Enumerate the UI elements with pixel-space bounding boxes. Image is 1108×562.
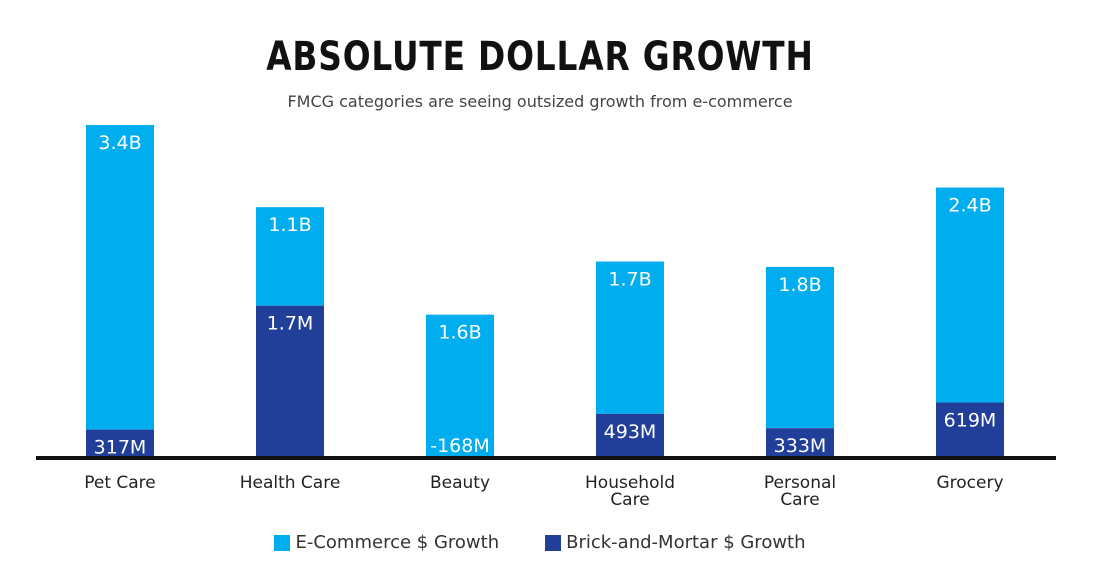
data-label-ecommerce-3: 1.7B	[608, 269, 651, 291]
data-label-brick-3: 493M	[604, 421, 657, 443]
legend-swatch-brick	[545, 534, 562, 551]
bar-brick-1	[256, 305, 324, 458]
bar-ecommerce-0	[86, 125, 154, 430]
x-tick-label-5-0: Grocery	[936, 473, 1003, 493]
x-tick-label-0-0: Pet Care	[84, 473, 156, 493]
bar-brick-4	[766, 428, 834, 458]
data-label-brick-2: -168M	[430, 435, 490, 457]
data-label-brick-4: 333M	[774, 435, 827, 457]
chart-legend: E-Commerce $ Growth Brick-and-Mortar $ G…	[0, 532, 1080, 553]
data-label-ecommerce-1: 1.1B	[268, 214, 311, 236]
bar-brick-5	[936, 402, 1004, 458]
bar-brick-3	[596, 413, 664, 458]
bar-ecommerce-3	[596, 261, 664, 414]
bar-ecommerce-1	[256, 207, 324, 306]
x-tick-label-2-0: Beauty	[430, 473, 490, 493]
x-tick-label-1-0: Health Care	[240, 473, 341, 493]
legend-item-ecommerce: E-Commerce $ Growth	[274, 532, 499, 553]
data-label-ecommerce-4: 1.8B	[778, 274, 821, 296]
x-tick-label-3-1: Care	[610, 490, 649, 510]
data-label-brick-0: 317M	[94, 437, 147, 459]
x-tick-label-4-0: Personal	[764, 473, 836, 493]
x-tick-label-4-1: Care	[780, 490, 819, 510]
chart-title: ABSOLUTE DOLLAR GROWTH	[266, 34, 814, 80]
legend-label-brick: Brick-and-Mortar $ Growth	[566, 532, 806, 553]
bar-ecommerce-4	[766, 266, 834, 429]
legend-item-brick: Brick-and-Mortar $ Growth	[545, 532, 806, 553]
bar-ecommerce-2	[426, 314, 494, 458]
bar-ecommerce-5	[936, 187, 1004, 403]
x-tick-label-3-0: Household	[585, 473, 675, 493]
bar-brick-0	[86, 429, 154, 458]
data-label-brick-5: 619M	[944, 410, 997, 432]
data-label-ecommerce-0: 3.4B	[98, 132, 141, 154]
legend-label-ecommerce: E-Commerce $ Growth	[295, 532, 500, 553]
data-label-brick-1: 1.7M	[267, 313, 314, 335]
chart-subtitle: FMCG categories are seeing outsized grow…	[287, 92, 793, 111]
data-label-ecommerce-2: 1.6B	[438, 322, 481, 344]
data-label-ecommerce-5: 2.4B	[948, 195, 991, 217]
legend-swatch-ecommerce	[274, 534, 291, 551]
